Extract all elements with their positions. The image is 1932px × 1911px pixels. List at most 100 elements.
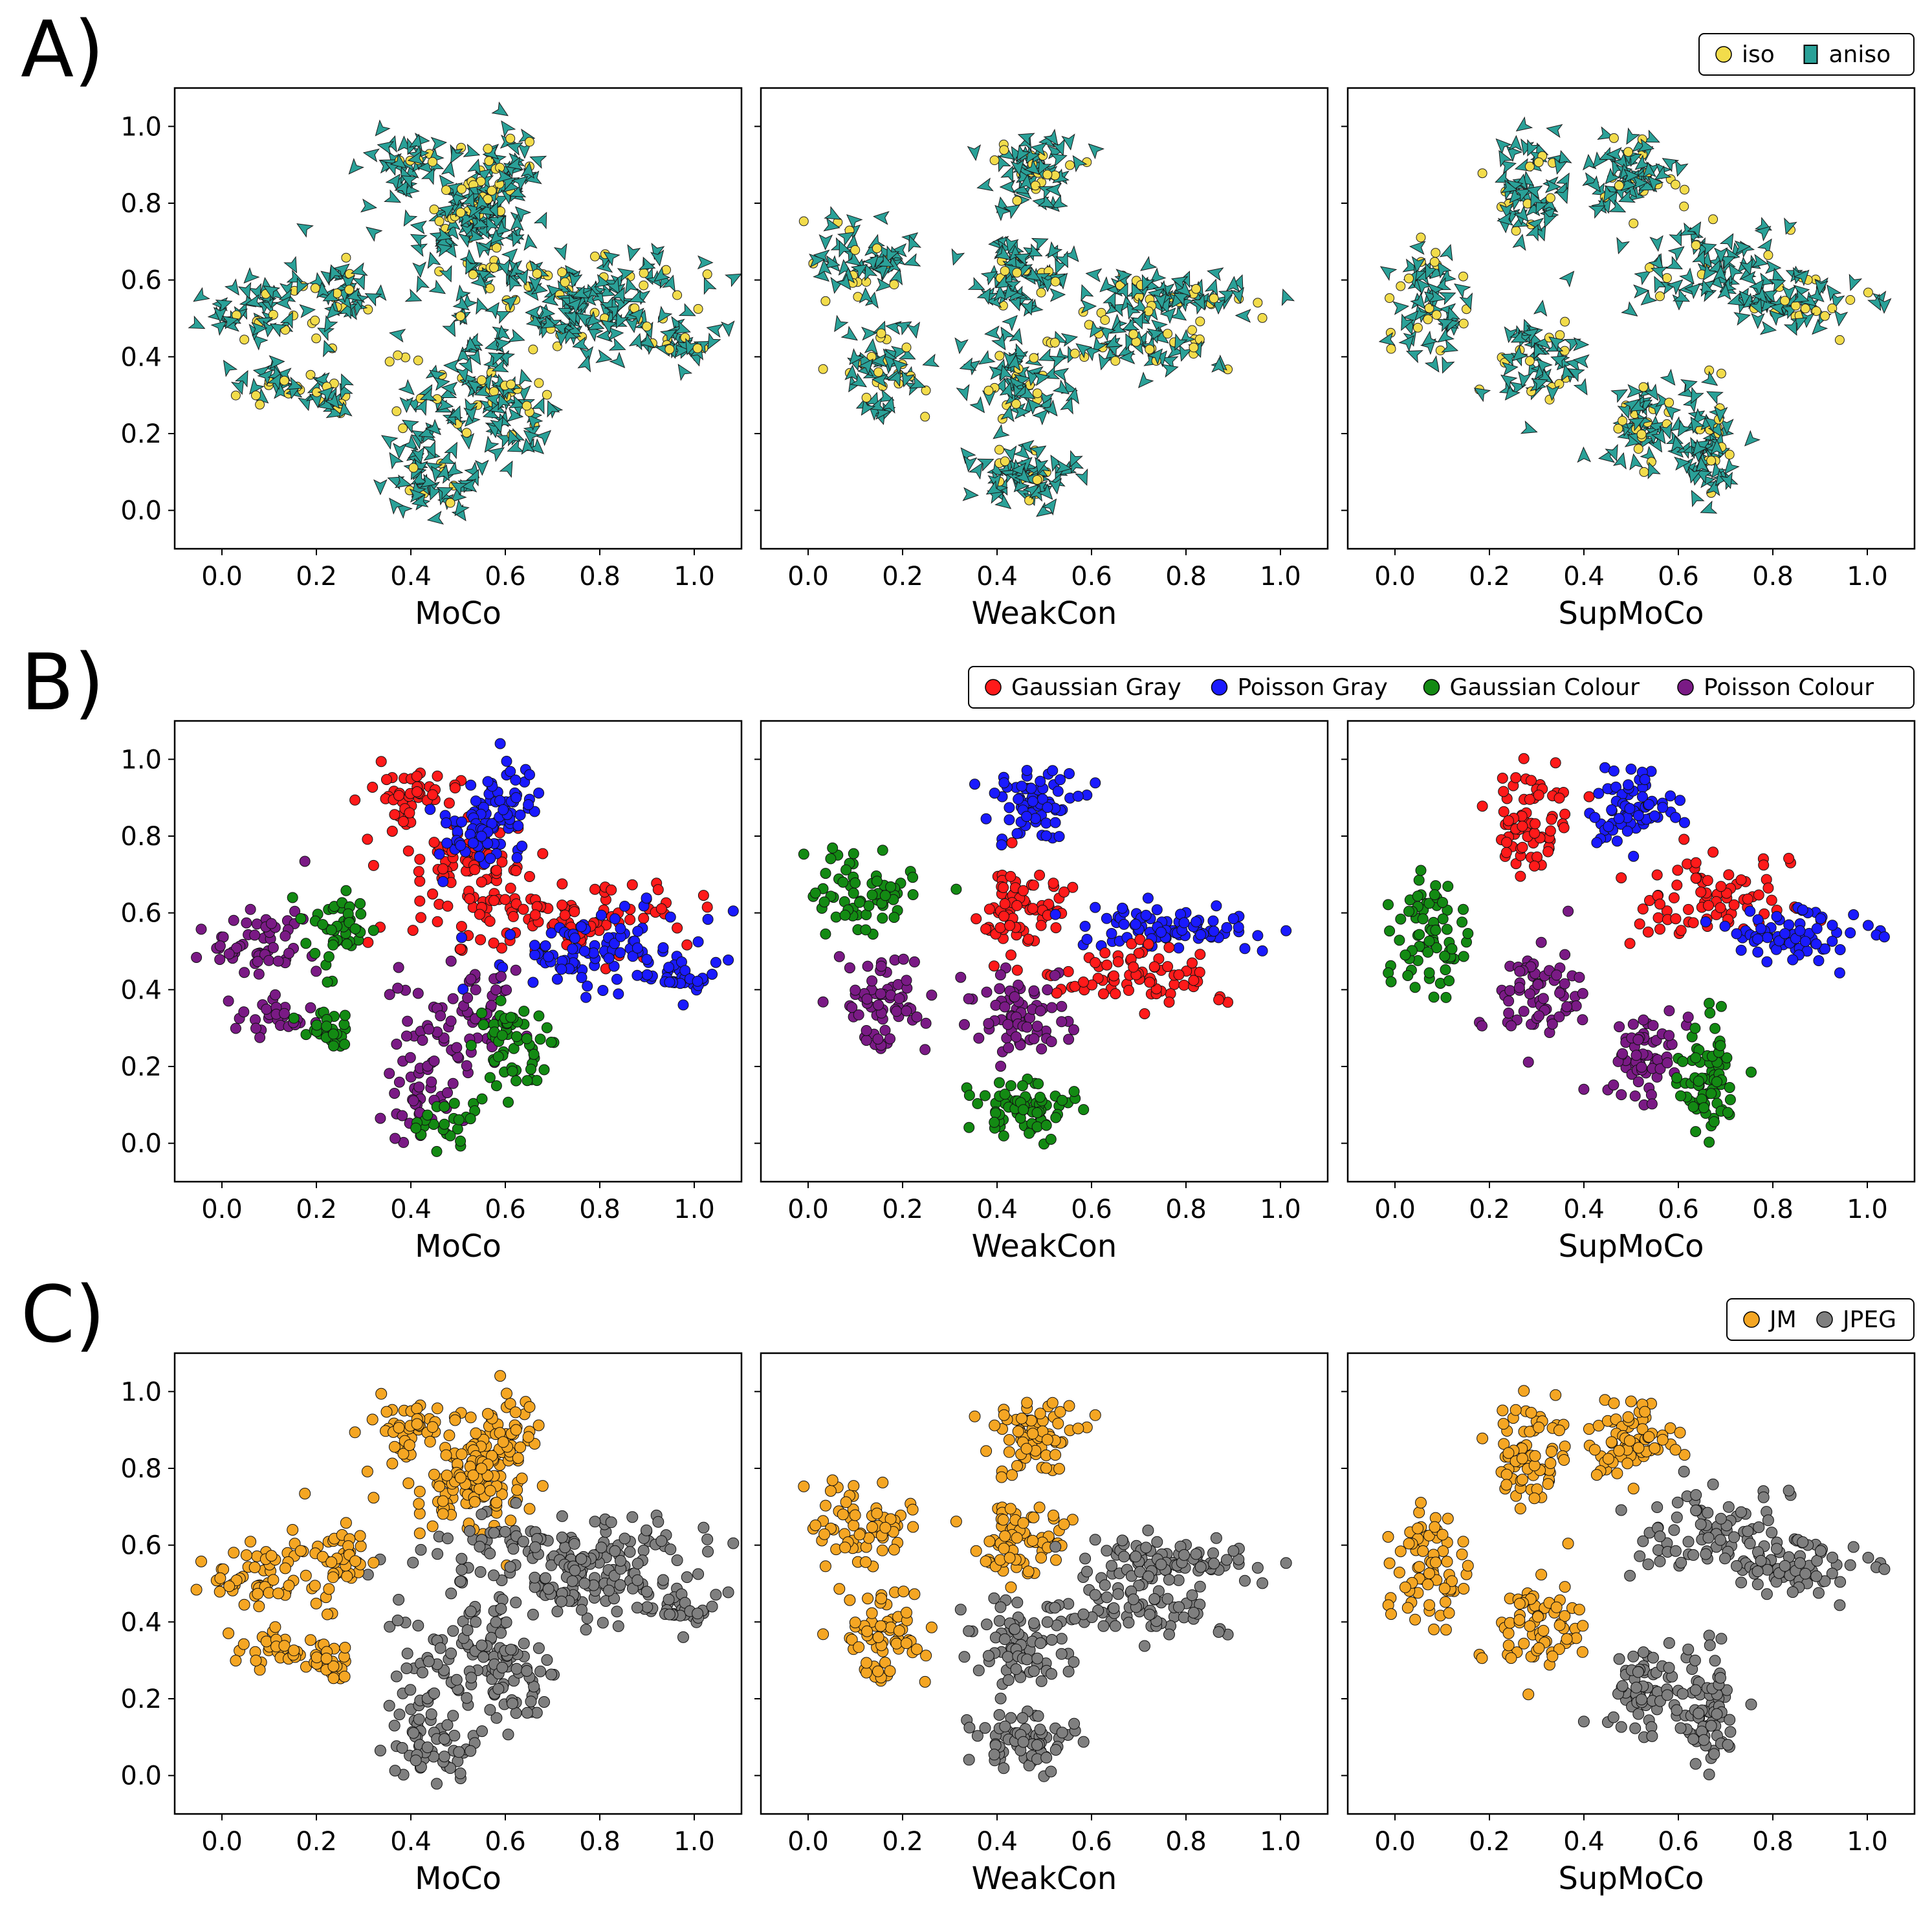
point-aniso: [1660, 368, 1676, 386]
point-iso: [1560, 316, 1570, 327]
x-tick-label: 1.0: [1260, 562, 1301, 591]
point-noise: [501, 984, 512, 996]
point-compression: [497, 1436, 509, 1448]
point-aniso: [697, 255, 714, 270]
point-noise: [1142, 892, 1154, 904]
point-iso: [1431, 248, 1441, 258]
point-noise: [1663, 1005, 1675, 1017]
point-noise: [559, 909, 571, 921]
point-noise: [413, 866, 424, 878]
point-noise: [249, 929, 261, 941]
point-aniso: [188, 315, 206, 329]
point-noise: [241, 917, 252, 929]
point-noise: [455, 839, 467, 851]
point-aniso: [1048, 478, 1062, 495]
point-iso: [1032, 475, 1042, 485]
point-aniso: [976, 287, 991, 305]
point-aniso: [1017, 133, 1035, 146]
point-noise: [999, 898, 1011, 910]
point-compression: [1005, 1581, 1017, 1593]
point-iso: [428, 157, 437, 167]
point-aniso: [1727, 292, 1745, 306]
point-noise: [1191, 916, 1202, 927]
point-aniso: [1027, 398, 1044, 415]
point-aniso: [1009, 327, 1023, 346]
point-iso: [1050, 276, 1060, 287]
point-compression: [499, 1526, 511, 1538]
point-noise: [1462, 928, 1474, 939]
point-iso: [1423, 314, 1433, 324]
point-compression: [980, 1555, 992, 1567]
point-noise: [911, 1011, 923, 1022]
point-compression: [1053, 1463, 1066, 1475]
point-compression: [299, 1488, 311, 1499]
point-noise: [531, 1075, 543, 1087]
point-noise: [1529, 828, 1541, 839]
point-compression: [389, 1765, 401, 1777]
point-noise: [414, 854, 426, 865]
point-aniso: [849, 348, 865, 366]
point-noise: [505, 929, 516, 940]
point-aniso: [608, 326, 624, 341]
point-aniso: [496, 169, 513, 183]
legend-label: Poisson Gray: [1238, 674, 1388, 701]
point-aniso: [903, 253, 921, 267]
point-iso: [1194, 334, 1205, 344]
point-noise: [1646, 1098, 1658, 1110]
point-noise: [609, 913, 620, 925]
point-noise: [231, 942, 243, 954]
point-iso: [413, 355, 423, 366]
point-compression: [1027, 1428, 1039, 1440]
point-noise: [321, 1021, 333, 1032]
x-tick-label: 0.0: [787, 1195, 829, 1224]
data-points: [798, 128, 1295, 517]
point-aniso: [1621, 301, 1638, 316]
point-compression: [294, 1545, 307, 1557]
point-noise: [907, 872, 919, 883]
point-iso: [1209, 293, 1219, 304]
x-axis-label: SupMoCo: [1558, 1228, 1704, 1265]
point-aniso: [1658, 422, 1673, 439]
point-compression: [496, 1488, 508, 1501]
point-noise: [1028, 879, 1039, 891]
point-aniso: [1647, 435, 1663, 453]
point-aniso: [341, 274, 356, 291]
point-aniso: [1744, 430, 1761, 447]
point-aniso: [459, 249, 476, 265]
point-compression: [615, 1554, 626, 1567]
plot-frame: [760, 720, 1329, 1183]
point-aniso: [1768, 310, 1786, 326]
point-iso: [1253, 298, 1263, 308]
point-aniso: [553, 243, 567, 261]
point-aniso: [394, 474, 412, 489]
point-iso: [921, 385, 931, 395]
x-tick-label: 0.8: [1165, 1195, 1207, 1224]
point-aniso: [1088, 143, 1105, 160]
point-noise: [228, 914, 239, 926]
point-aniso: [564, 307, 578, 326]
point-compression: [393, 1708, 406, 1721]
point-aniso: [213, 307, 228, 324]
point-aniso: [1020, 298, 1033, 316]
point-aniso: [348, 158, 364, 175]
point-noise: [518, 903, 529, 915]
point-noise: [499, 894, 511, 905]
point-aniso: [466, 348, 481, 366]
x-axis-label: SupMoCo: [1558, 595, 1704, 632]
point-noise: [901, 1005, 912, 1017]
point-aniso: [576, 313, 594, 327]
point-aniso: [1512, 234, 1526, 251]
point-compression: [316, 1551, 329, 1563]
point-compression: [484, 1485, 496, 1497]
point-aniso: [1035, 456, 1049, 474]
point-noise: [1651, 869, 1663, 881]
point-noise: [989, 1116, 1000, 1128]
point-noise: [279, 1008, 290, 1019]
point-noise: [1497, 773, 1508, 784]
point-iso: [1195, 316, 1205, 327]
point-noise: [1118, 918, 1130, 930]
point-aniso: [963, 455, 978, 472]
point-noise: [672, 922, 683, 934]
point-noise: [1144, 977, 1156, 988]
point-compression: [240, 1549, 252, 1562]
